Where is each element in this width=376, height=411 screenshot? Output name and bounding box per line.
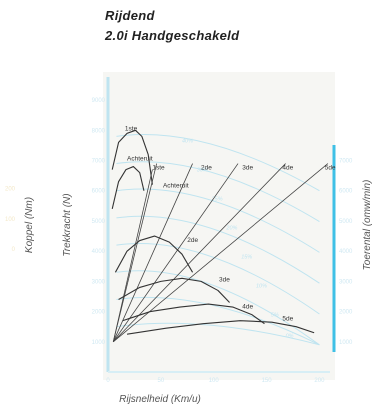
rpm-line [112, 163, 158, 342]
koppel-tick-label: 0 [12, 247, 16, 253]
rpm-tick-label: 5000 [339, 219, 353, 225]
y-tick-label: 1000 [92, 340, 106, 346]
x-tick-label: 0 [106, 378, 110, 384]
rpm-tick-label: 6000 [339, 189, 353, 195]
gradient-label: 5% [271, 312, 279, 318]
chart-title-line1: Rijdend [105, 8, 155, 23]
traction-curve [122, 303, 265, 325]
y-tick-label: 6000 [92, 189, 106, 195]
gradient-line [116, 134, 320, 192]
rpm-tick-label: 2000 [339, 310, 353, 316]
gradient-label: 30% [197, 167, 208, 173]
gradient-line [116, 161, 320, 222]
plot-background [103, 72, 335, 380]
curve-labels: 1ste Achteruit 1ste Achteruit 2de 3de 4de 5de 2d… [125, 125, 336, 322]
y-axis-label-outer: Koppel (Nm) [24, 197, 35, 253]
y-tick-label: 4000 [92, 249, 106, 255]
y-axis-label-left: Trekkracht (N) [62, 193, 73, 256]
gradient-line [116, 296, 320, 346]
curve-label: 4de [282, 165, 293, 172]
rpm-line [112, 163, 193, 342]
curve-label: 4de [242, 304, 253, 311]
y-tick-label: 5000 [92, 219, 106, 225]
curve-label: 2de [201, 165, 212, 172]
gradient-label: 40% [182, 138, 193, 144]
x-tick-label: 150 [262, 378, 273, 384]
gradient-label: 10% [256, 283, 267, 289]
gradient-line [116, 243, 320, 315]
x-axis-label: Rijsnelheid (Km/u) [119, 394, 201, 405]
traction-lines [111, 129, 315, 335]
curve-label: 5de [325, 165, 336, 172]
rpm-tick-label: 7000 [339, 159, 353, 165]
gradient-label: 15% [241, 254, 252, 260]
traction-curve [114, 235, 194, 273]
gradient-lines: 40% 30% 25% 20% 15% 10% 5% 0% [116, 134, 320, 346]
rpm-line [112, 163, 239, 343]
rpm-line [112, 163, 286, 343]
rpm-tick-label: 1000 [339, 340, 353, 346]
y-tick-label: 2000 [92, 310, 106, 316]
gradient-line [116, 188, 320, 253]
rpm-line [112, 169, 153, 342]
gradient-line [116, 215, 320, 284]
koppel-tick-label: 100 [5, 217, 16, 223]
traction-curve [111, 166, 145, 209]
curve-label: 2de [187, 237, 198, 244]
curve-label: 3de [219, 276, 230, 283]
curve-label: Achteruit [163, 183, 189, 190]
gradient-label: 0% [286, 333, 294, 339]
curve-label: 5de [282, 316, 293, 323]
gradient-line [116, 322, 320, 346]
y-tick-label: 9000 [92, 98, 106, 104]
y-axis-label-right: Toerental (omw/min) [362, 180, 373, 271]
curve-label: 3de [242, 165, 253, 172]
y-tick-label: 7000 [92, 159, 106, 165]
rpm-tick-label: 4000 [339, 249, 353, 255]
curve-label: Achteruit [127, 156, 153, 163]
traction-curve [126, 320, 315, 335]
gradient-label: 20% [225, 225, 237, 231]
chart-title-line2: 2.0i Handgeschakeld [105, 28, 240, 43]
x-tick-label: 100 [209, 378, 220, 384]
x-tick-label: 200 [314, 378, 325, 384]
y-tick-label: 3000 [92, 279, 106, 285]
traction-curve [118, 277, 230, 303]
rpm-tick-label: 3000 [339, 279, 353, 285]
koppel-tick-label: 200 [5, 187, 16, 193]
curve-label: 1ste [125, 125, 138, 132]
x-tick-label: 50 [158, 378, 165, 384]
gradient-label: 25% [211, 196, 223, 202]
curve-label: 1ste [152, 165, 165, 172]
y-tick-label: 8000 [92, 128, 106, 134]
traction-curve [111, 129, 153, 185]
